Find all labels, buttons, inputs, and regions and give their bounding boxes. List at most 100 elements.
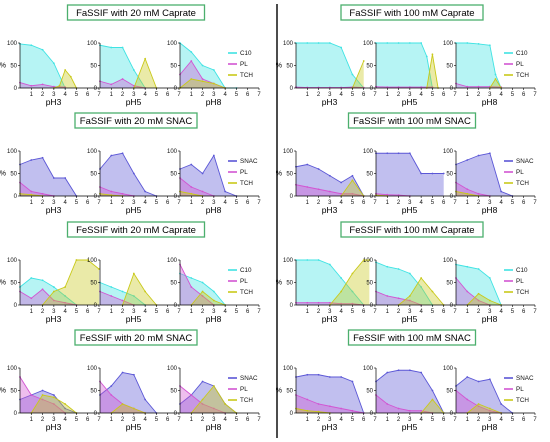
series-area-PL — [20, 182, 54, 196]
x-tick-label: 7 — [533, 92, 537, 98]
data-point-PL — [121, 299, 124, 302]
x-axis-label: pH8 — [206, 97, 222, 107]
data-point-PL — [340, 302, 343, 305]
data-point-TCH — [86, 259, 89, 261]
series-line-TCH — [111, 403, 146, 414]
y-tick-label: 0 — [290, 86, 294, 92]
x-tick-label: 3 — [212, 309, 216, 315]
data-point-TCH — [494, 78, 497, 80]
x-tick-label: 2 — [41, 200, 45, 206]
legend-label-TCH: TCH — [516, 72, 529, 79]
series-line-PL — [99, 291, 135, 306]
data-point-SNAC — [351, 174, 354, 177]
legend-label-SNAC: SNAC — [240, 375, 258, 382]
x-tick-label: 4 — [339, 92, 343, 98]
x-tick-label: 2 — [121, 92, 125, 98]
y-axis-label: % — [0, 171, 6, 178]
data-point-SNAC — [52, 394, 55, 396]
x-axis-label: pH5 — [126, 422, 142, 432]
x-tick-label: 1 — [30, 309, 34, 315]
x-tick-label: 6 — [166, 309, 170, 315]
data-point-TCH — [212, 82, 215, 85]
y-tick-label: 50 — [366, 172, 373, 178]
data-point-SNAC — [328, 376, 331, 378]
legend-label-TCH: TCH — [240, 397, 253, 404]
series-area-PL — [100, 291, 134, 305]
y-tick-label: 50 — [10, 64, 17, 70]
x-tick-label: 2 — [397, 309, 401, 315]
data-point-C10 — [466, 42, 469, 44]
data-point-PL — [52, 299, 55, 302]
x-tick-label: 4 — [143, 417, 147, 423]
y-tick-label: 0 — [14, 411, 18, 417]
data-point-TCH — [201, 290, 204, 293]
x-tick-label: 3 — [132, 309, 136, 315]
data-point-C10 — [386, 265, 389, 268]
data-point-PL — [41, 83, 44, 86]
data-point-PL — [466, 398, 469, 401]
chart-title: FaSSIF with 100 mM SNAC — [353, 116, 471, 127]
chart-title-box — [340, 221, 484, 238]
x-tick-label: 7 — [177, 417, 181, 423]
x-tick-label: 5 — [511, 92, 515, 98]
y-tick-label: 50 — [446, 172, 453, 178]
data-point-PL — [351, 302, 354, 305]
data-point-PL — [110, 190, 113, 193]
data-point-SNAC — [64, 177, 67, 179]
data-point-PL — [340, 192, 343, 195]
data-point-PL — [408, 409, 411, 412]
chart-title-box — [347, 112, 477, 129]
x-tick-label: 3 — [408, 92, 412, 98]
series-area-PL — [20, 289, 77, 305]
series-area-TCH — [341, 180, 364, 196]
series-area-SNAC — [100, 153, 157, 196]
y-tick-label: 0 — [94, 194, 98, 200]
legend-label-C10: C10 — [516, 50, 528, 57]
data-point-C10 — [212, 69, 215, 71]
x-tick-label: 5 — [235, 309, 239, 315]
data-point-PL — [340, 407, 343, 410]
data-point-TCH — [121, 403, 124, 405]
data-point-C10 — [132, 295, 135, 297]
y-tick-label: 50 — [170, 64, 177, 70]
x-axis-label: pH8 — [482, 314, 498, 324]
x-tick-label: 2 — [121, 417, 125, 423]
data-point-C10 — [190, 277, 193, 279]
x-axis-label: pH5 — [126, 314, 142, 324]
x-axis-label: pH8 — [206, 205, 222, 215]
x-tick-label: 2 — [397, 92, 401, 98]
x-tick-label: 3 — [132, 417, 136, 423]
data-point-C10 — [121, 46, 124, 49]
data-point-SNAC — [408, 369, 411, 372]
x-tick-label: 7 — [97, 309, 101, 315]
data-point-C10 — [201, 64, 204, 67]
data-point-SNAC — [386, 152, 389, 155]
x-axis-label: pH3 — [322, 422, 338, 432]
series-line-SNAC — [19, 390, 77, 414]
series-area-C10 — [456, 264, 502, 305]
data-point-TCH — [110, 194, 113, 197]
x-tick-label: 7 — [453, 92, 457, 98]
x-tick-label: 1 — [386, 92, 390, 98]
x-tick-label: 7 — [373, 309, 377, 315]
y-axis-label: % — [0, 63, 6, 70]
x-tick-label: 5 — [235, 417, 239, 423]
data-point-C10 — [30, 277, 33, 279]
data-point-TCH — [144, 57, 147, 60]
x-tick-label: 6 — [522, 200, 526, 206]
legend-label-TCH: TCH — [240, 72, 253, 79]
x-tick-label: 1 — [306, 417, 310, 423]
data-point-SNAC — [64, 407, 67, 410]
x-tick-label: 6 — [362, 309, 366, 315]
data-point-TCH — [58, 84, 61, 87]
x-tick-label: 2 — [397, 200, 401, 206]
